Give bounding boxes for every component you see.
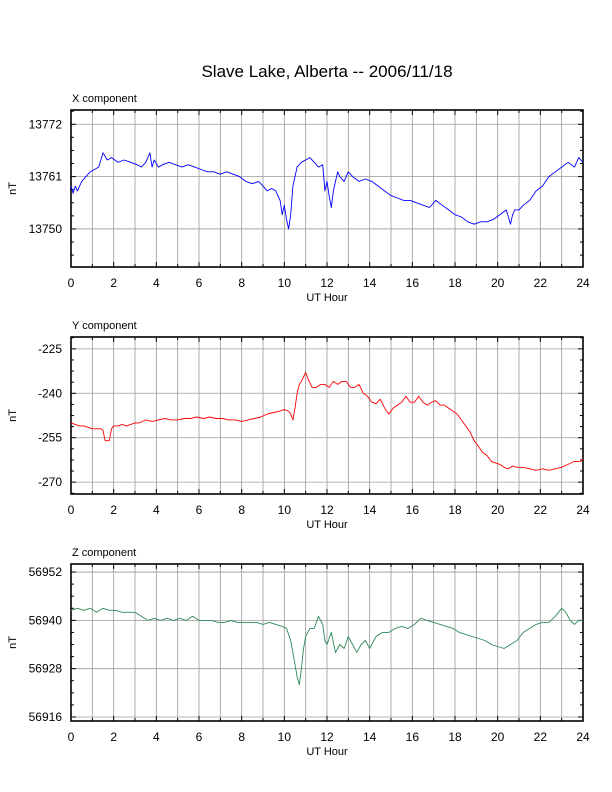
- x-tick-label: 6: [196, 503, 203, 517]
- y-tick-label: 13750: [29, 222, 63, 236]
- x-tick-label: 20: [491, 503, 505, 517]
- x-axis-label: UT Hour: [306, 746, 348, 758]
- x-tick-label: 16: [406, 730, 420, 744]
- y-tick-label: 56928: [29, 662, 63, 676]
- x-tick-label: 24: [576, 503, 590, 517]
- x-tick-label: 14: [363, 503, 377, 517]
- x-tick-label: 22: [534, 503, 548, 517]
- x-tick-label: 8: [238, 503, 245, 517]
- panel-title: X component: [72, 93, 137, 105]
- x-tick-label: 2: [110, 730, 117, 744]
- x-tick-label: 20: [491, 276, 505, 290]
- x-tick-label: 0: [68, 730, 75, 744]
- x-tick-label: 4: [153, 503, 160, 517]
- y-tick-label: 56940: [29, 613, 63, 627]
- y-tick-label: -240: [38, 386, 62, 400]
- x-axis-label: UT Hour: [306, 519, 348, 531]
- figure-title: Slave Lake, Alberta -- 2006/11/18: [201, 62, 452, 81]
- series-line: [70, 152, 584, 230]
- x-tick-label: 20: [491, 730, 505, 744]
- x-tick-label: 18: [448, 503, 462, 517]
- x-tick-label: 12: [320, 730, 334, 744]
- x-tick-label: 4: [153, 276, 160, 290]
- x-tick-label: 24: [576, 276, 590, 290]
- x-tick-label: 14: [363, 730, 377, 744]
- y-tick-label: -255: [38, 431, 62, 445]
- x-tick-label: 16: [406, 503, 420, 517]
- x-tick-label: 10: [278, 503, 292, 517]
- x-tick-label: 2: [110, 503, 117, 517]
- x-axis-label: UT Hour: [306, 292, 348, 304]
- y-tick-label: 56916: [29, 710, 63, 724]
- y-tick-label: 13772: [29, 117, 63, 131]
- x-tick-label: 4: [153, 730, 160, 744]
- x-tick-label: 24: [576, 730, 590, 744]
- series-line: [70, 372, 584, 471]
- y-tick-label: -270: [38, 475, 62, 489]
- x-tick-label: 6: [196, 730, 203, 744]
- x-tick-label: 22: [534, 730, 548, 744]
- x-tick-label: 8: [238, 276, 245, 290]
- x-tick-label: 6: [196, 276, 203, 290]
- x-tick-label: 16: [406, 276, 420, 290]
- x-tick-label: 8: [238, 730, 245, 744]
- panel-title: Y component: [72, 320, 137, 332]
- y-axis-label: nT: [7, 409, 19, 422]
- y-tick-label: -225: [38, 342, 62, 356]
- x-tick-label: 22: [534, 276, 548, 290]
- x-tick-label: 10: [278, 730, 292, 744]
- y-axis-label: nT: [7, 636, 19, 649]
- x-tick-label: 12: [320, 503, 334, 517]
- x-tick-label: 14: [363, 276, 377, 290]
- series-line: [70, 607, 583, 686]
- panel-title: Z component: [72, 547, 136, 559]
- x-tick-label: 0: [68, 503, 75, 517]
- x-tick-label: 0: [68, 276, 75, 290]
- x-tick-label: 18: [448, 730, 462, 744]
- x-tick-label: 2: [110, 276, 117, 290]
- x-tick-label: 18: [448, 276, 462, 290]
- y-tick-label: 56952: [29, 565, 63, 579]
- y-tick-label: 13761: [29, 170, 63, 184]
- x-tick-label: 12: [320, 276, 334, 290]
- x-tick-label: 10: [278, 276, 292, 290]
- y-axis-label: nT: [7, 182, 19, 195]
